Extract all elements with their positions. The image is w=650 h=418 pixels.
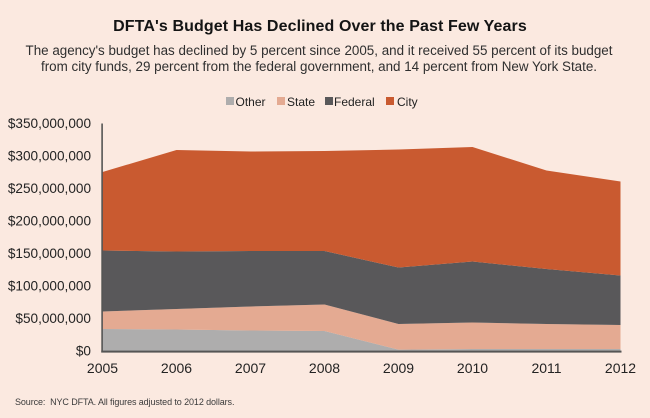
svg-text:$0: $0 [76,344,92,359]
svg-text:$200,000,000: $200,000,000 [8,214,92,229]
svg-text:$350,000,000: $350,000,000 [8,116,92,131]
svg-text:2012: 2012 [605,360,636,376]
svg-text:2010: 2010 [457,360,488,376]
svg-text:2005: 2005 [87,360,118,376]
svg-text:$50,000,000: $50,000,000 [15,311,91,326]
svg-text:$150,000,000: $150,000,000 [8,246,92,261]
svg-text:$250,000,000: $250,000,000 [8,181,92,196]
svg-text:2011: 2011 [531,360,561,376]
svg-text:2008: 2008 [309,360,340,376]
svg-text:2009: 2009 [383,360,414,376]
svg-text:$100,000,000: $100,000,000 [8,279,92,294]
svg-text:2006: 2006 [161,360,192,376]
svg-text:$300,000,000: $300,000,000 [8,149,92,164]
svg-text:2007: 2007 [235,360,266,376]
